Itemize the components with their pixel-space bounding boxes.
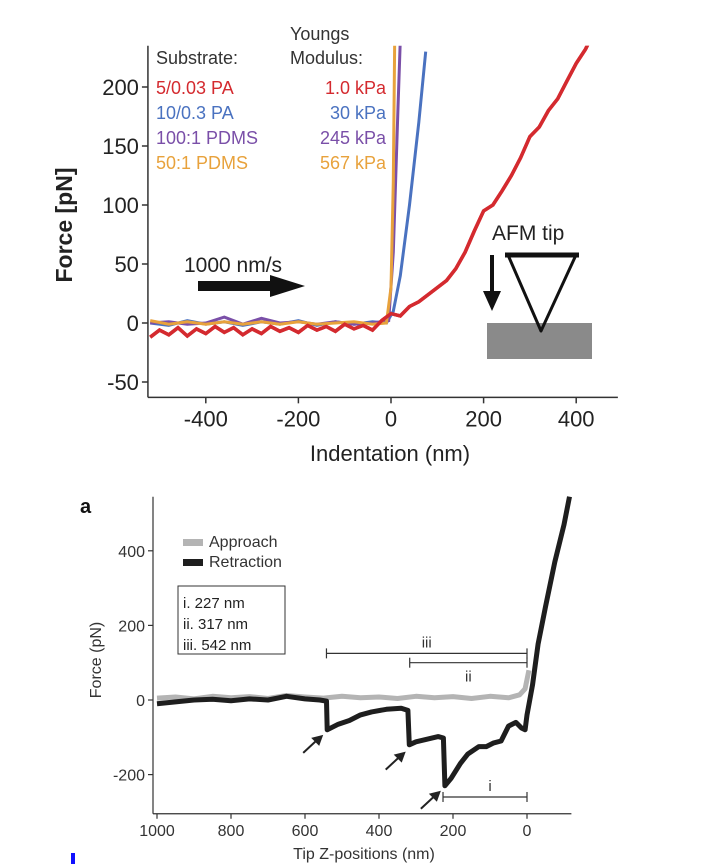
chart-tip-z: a -200 0 200 400 1000 800 600 400 200 0 Tip Z-posit… [80, 496, 572, 863]
y-tick-label: 150 [102, 134, 139, 159]
y-tick-label: 0 [136, 693, 145, 710]
speed-label: 1000 nm/s [184, 254, 282, 277]
arrow-shaft [385, 755, 401, 771]
legend-entry-modulus: 245 kPa [320, 128, 387, 148]
chart-indentation: -50 0 50 100 150 200 -400 -200 0 200 400 Indentatio… [51, 24, 618, 466]
legend-swatch-approach [183, 539, 203, 546]
x-tick-label: 200 [465, 406, 502, 431]
arrow-icon [428, 790, 441, 802]
y-tick-label: 200 [118, 618, 145, 635]
x-tick-label: 400 [366, 823, 393, 840]
legend-header-substrate: Substrate: [156, 48, 238, 68]
arrow-icon [393, 751, 406, 763]
x-tick-label: 400 [558, 406, 595, 431]
y-tick-label: 0 [127, 311, 139, 336]
x-tick-label: 600 [292, 823, 319, 840]
distance-entry: iii. 542 nm [183, 637, 251, 654]
distance-entry: ii. 317 nm [183, 616, 248, 633]
arrow-shaft [420, 795, 436, 810]
panel-label: a [80, 496, 92, 518]
x-tick-label: 0 [385, 406, 397, 431]
x-axis-label: Tip Z-positions (nm) [293, 846, 435, 863]
distances-box [177, 585, 286, 655]
legend-label: Retraction [209, 554, 282, 571]
y-tick-label: 50 [114, 252, 138, 277]
x-tick-label: -200 [276, 406, 320, 431]
x-axis-label: Indentation (nm) [310, 441, 470, 466]
y-tick-label: -50 [107, 370, 139, 395]
legend-entry-substrate: 10/0.3 PA [156, 103, 234, 123]
series-line-retraction [156, 496, 572, 789]
y-axis-label: Force [pN] [51, 168, 77, 283]
y-axis-label: Force (pN) [88, 622, 105, 698]
bracket-label: ii [465, 669, 472, 686]
afm-tip-icon [506, 253, 578, 333]
y-tick-label: -200 [113, 768, 145, 785]
y-tick-label: 400 [118, 544, 145, 561]
right-arrow-icon [198, 275, 305, 297]
down-arrow-icon [483, 255, 501, 311]
arrow-shaft [302, 739, 318, 754]
bracket-label: iii [422, 634, 432, 651]
x-tick-label: -400 [184, 406, 228, 431]
distance-entry: i. 227 nm [183, 595, 245, 612]
legend-header-modulus-1: Youngs [290, 24, 349, 44]
x-tick-label: 1000 [139, 823, 175, 840]
tip-label: AFM tip [492, 222, 564, 245]
legend-entry-substrate: 50:1 PDMS [156, 153, 248, 173]
bracket-label: i [488, 778, 491, 795]
series-line-red-top [149, 45, 590, 339]
legend-label: Approach [209, 534, 278, 551]
y-tick-label: 200 [102, 75, 139, 100]
legend-swatch-retraction [183, 559, 203, 566]
y-tick-label: 100 [102, 193, 139, 218]
arrow-icon [311, 734, 324, 746]
legend-entry-substrate: 100:1 PDMS [156, 128, 258, 148]
legend-entry-modulus: 30 kPa [330, 103, 387, 123]
legend-header-modulus-2: Modulus: [290, 48, 363, 68]
series-line-approach [156, 669, 532, 702]
x-tick-label: 0 [523, 823, 532, 840]
blue-marker [71, 853, 75, 864]
legend-entry-modulus: 1.0 kPa [325, 78, 387, 98]
series-line-3 [149, 45, 397, 326]
x-tick-label: 200 [440, 823, 467, 840]
x-tick-label: 800 [218, 823, 245, 840]
legend-entry-substrate: 5/0.03 PA [156, 78, 234, 98]
legend-entry-modulus: 567 kPa [320, 153, 387, 173]
